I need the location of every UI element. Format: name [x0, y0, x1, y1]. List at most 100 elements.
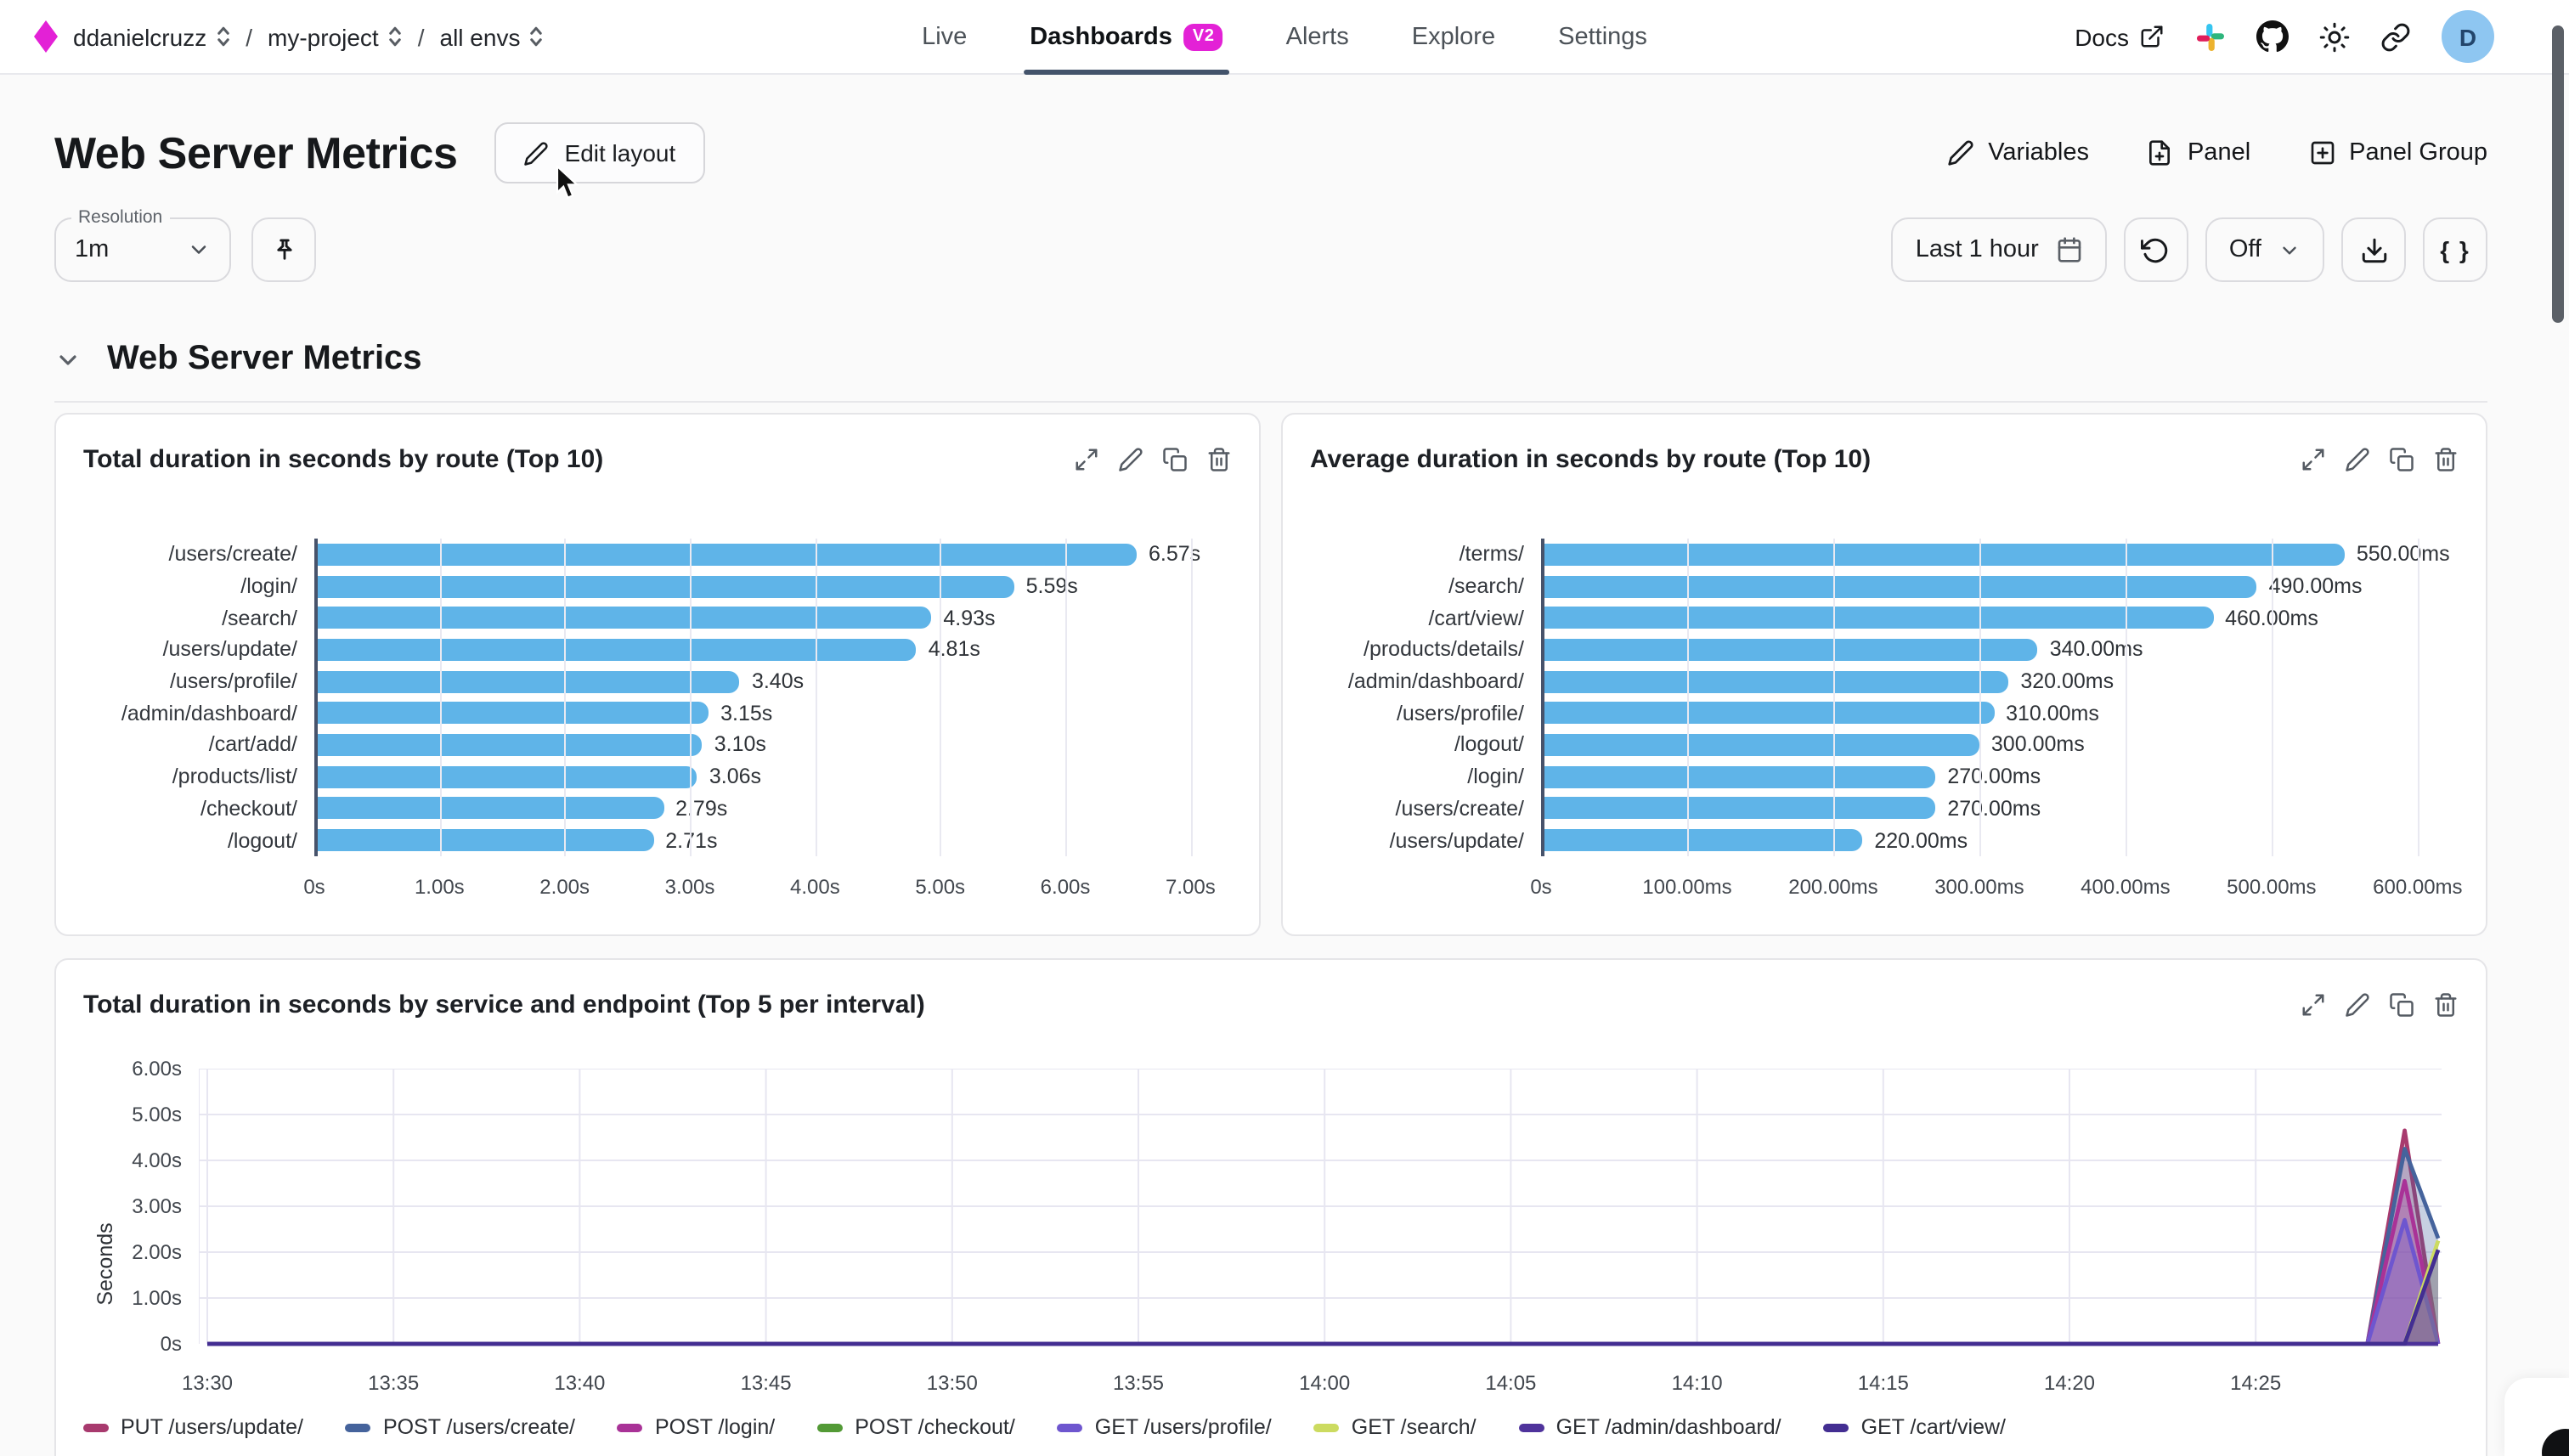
legend-item[interactable]: GET /users/profile/ — [1057, 1415, 1272, 1439]
expand-icon[interactable] — [1074, 446, 1099, 471]
tab-explore[interactable]: Explore — [1411, 23, 1496, 50]
bar — [314, 543, 1137, 566]
edit-icon[interactable] — [1118, 446, 1143, 471]
category-label: /checkout/ — [200, 796, 297, 821]
bar — [314, 702, 709, 725]
tab-settings[interactable]: Settings — [1558, 23, 1647, 50]
copy-icon[interactable] — [2389, 446, 2414, 471]
y-axis-tick: 5.00s — [132, 1103, 182, 1126]
tab-dashboards[interactable]: Dashboards V2 — [1023, 0, 1229, 75]
legend-item[interactable]: POST /login/ — [617, 1415, 775, 1439]
floating-widget[interactable] — [2504, 1378, 2569, 1456]
theme-sun-icon[interactable] — [2319, 21, 2350, 52]
download-icon — [2359, 235, 2388, 264]
x-axis-tick: 4.00s — [789, 875, 840, 899]
area-chart-svg — [199, 1069, 2442, 1346]
collapse-chevron-icon[interactable] — [54, 346, 82, 373]
panel-grid: Total duration in seconds by route (Top … — [54, 413, 2487, 936]
bar-row: 6.57s — [314, 539, 1232, 570]
time-controls: Last 1 hour Off — [1891, 217, 2487, 282]
x-axis-tick: 300.00ms — [1934, 875, 2024, 899]
x-axis-tick: 0s — [1530, 875, 1552, 899]
resolution-value: 1m — [75, 236, 110, 263]
calendar-icon — [2056, 236, 2083, 263]
gridline — [564, 539, 567, 856]
share-link-icon[interactable] — [2380, 21, 2411, 52]
legend-label: GET /search/ — [1351, 1415, 1476, 1439]
legend-item[interactable]: GET /admin/dashboard/ — [1518, 1415, 1781, 1439]
category-label: /search/ — [222, 606, 297, 630]
y-axis-tick: 0s — [160, 1332, 182, 1356]
json-braces-button[interactable]: { } — [2423, 217, 2487, 282]
bar-row: 2.79s — [314, 793, 1232, 824]
slack-icon[interactable] — [2195, 21, 2226, 52]
category-label: /search/ — [1448, 574, 1524, 599]
bar-value-label: 270.00ms — [1947, 796, 2041, 821]
file-plus-icon — [2147, 139, 2174, 166]
x-axis-tick: 13:45 — [740, 1371, 792, 1395]
variables-button[interactable]: Variables — [1947, 139, 2089, 166]
bar — [314, 765, 697, 788]
legend-item[interactable]: GET /search/ — [1313, 1415, 1476, 1439]
expand-icon[interactable] — [2301, 446, 2326, 471]
bar-row: 4.81s — [314, 634, 1232, 665]
legend-item[interactable]: POST /users/create/ — [345, 1415, 575, 1439]
bar-value-label: 3.06s — [709, 765, 762, 789]
bar-value-label: 2.79s — [675, 796, 728, 821]
download-button[interactable] — [2341, 217, 2406, 282]
edit-icon[interactable] — [2345, 446, 2370, 471]
x-axis-tick: 6.00s — [1040, 875, 1091, 899]
edit-icon[interactable] — [2345, 991, 2370, 1017]
delete-icon[interactable] — [1206, 446, 1232, 471]
user-avatar[interactable]: D — [2442, 10, 2494, 63]
legend-item[interactable]: PUT /users/update/ — [83, 1415, 303, 1439]
gridline — [940, 539, 942, 856]
scrollbar-thumb[interactable] — [2552, 25, 2564, 323]
pin-resolution-button[interactable] — [251, 217, 316, 282]
resolution-select[interactable]: Resolution 1m — [54, 207, 231, 282]
panel-actions — [1074, 446, 1232, 471]
category-label: /users/update/ — [1389, 828, 1524, 853]
bar — [314, 575, 1014, 598]
bar — [314, 638, 917, 661]
tab-alerts[interactable]: Alerts — [1285, 23, 1349, 50]
org-selector[interactable]: ddanielcruzz — [73, 23, 230, 50]
docs-link[interactable]: Docs — [2075, 23, 2165, 50]
edit-layout-button[interactable]: Edit layout — [494, 122, 705, 183]
bar-value-label: 490.00ms — [2268, 574, 2363, 599]
bar — [314, 733, 703, 756]
auto-refresh-select[interactable]: Off — [2205, 217, 2324, 282]
y-axis-tick: 4.00s — [132, 1148, 182, 1172]
delete-icon[interactable] — [2433, 991, 2459, 1017]
github-icon[interactable] — [2256, 20, 2289, 53]
refresh-button[interactable] — [2123, 217, 2188, 282]
legend-swatch-icon — [1057, 1423, 1083, 1431]
add-panel-button[interactable]: Panel — [2147, 139, 2250, 166]
x-axis-tick: 500.00ms — [2227, 875, 2317, 899]
env-selector[interactable]: all envs — [440, 23, 545, 50]
select-updown-icon — [215, 25, 230, 48]
title-actions: Variables Panel Panel Group — [1947, 139, 2487, 166]
panel-title: Total duration in seconds by route (Top … — [83, 444, 604, 473]
y-axis-tick: 3.00s — [132, 1194, 182, 1218]
section-header: Web Server Metrics — [54, 340, 2487, 403]
add-panel-group-button[interactable]: Panel Group — [2308, 139, 2487, 166]
copy-icon[interactable] — [1162, 446, 1188, 471]
bar — [314, 607, 932, 629]
tab-live[interactable]: Live — [922, 23, 968, 50]
category-label: /products/details/ — [1364, 637, 1524, 662]
time-range-button[interactable]: Last 1 hour — [1891, 217, 2107, 282]
legend-item[interactable]: POST /checkout/ — [817, 1415, 1015, 1439]
project-selector[interactable]: my-project — [268, 23, 403, 50]
bar-value-label: 4.81s — [928, 637, 980, 662]
legend-label: GET /users/profile/ — [1094, 1415, 1272, 1439]
section-title: Web Server Metrics — [107, 340, 422, 377]
x-axis-tick: 1.00s — [414, 875, 465, 899]
delete-icon[interactable] — [2433, 446, 2459, 471]
x-axis-tick: 600.00ms — [2373, 875, 2463, 899]
copy-icon[interactable] — [2389, 991, 2414, 1017]
breadcrumb: ddanielcruzz / my-project / all envs — [34, 20, 544, 53]
breadcrumb-separator: / — [246, 23, 252, 50]
legend-item[interactable]: GET /cart/view/ — [1823, 1415, 2006, 1439]
expand-icon[interactable] — [2301, 991, 2326, 1017]
